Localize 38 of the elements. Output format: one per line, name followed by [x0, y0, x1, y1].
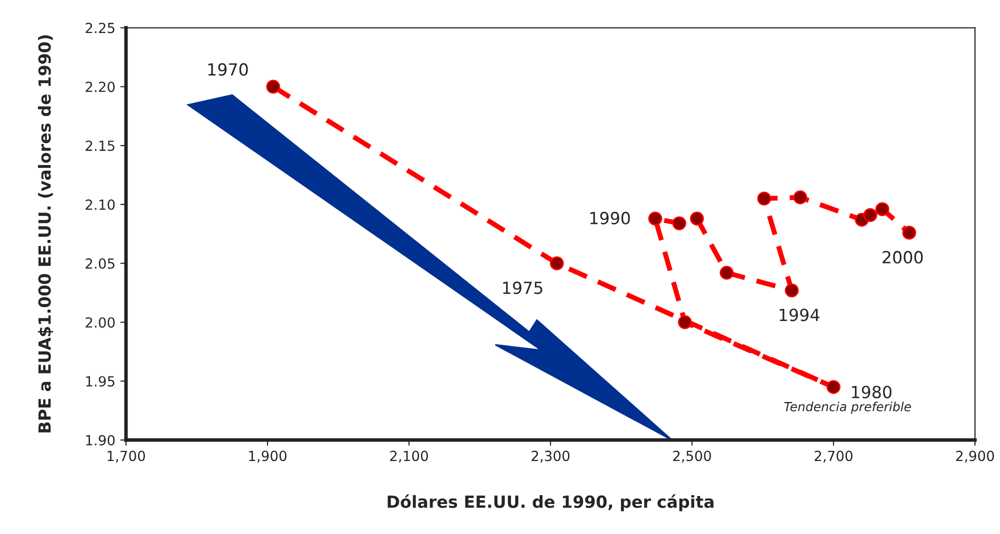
x-tick-label: 1,700 — [108, 450, 145, 463]
point — [902, 226, 916, 240]
point — [550, 256, 564, 270]
x-tick-label: 2,100 — [390, 450, 428, 463]
annotation: 1970 — [208, 63, 248, 76]
point — [793, 190, 808, 204]
y-tick-label: 1.90 — [86, 434, 115, 446]
y-tick-label: 2.10 — [86, 199, 115, 210]
point — [266, 80, 280, 94]
annotation: 1980 — [852, 386, 892, 398]
x-axis-title: Dólares EE.UU. de 1990, per cápita — [388, 494, 714, 512]
x-tick-label: 2,500 — [673, 450, 711, 463]
point — [720, 266, 734, 280]
y-tick-label: 2.25 — [86, 22, 114, 34]
y-tick-label: 1.95 — [86, 376, 114, 387]
x-tick-label: 2,900 — [956, 450, 994, 463]
x-tick-label: 2,300 — [532, 450, 570, 463]
point — [690, 212, 704, 226]
point — [757, 192, 772, 206]
point — [826, 380, 840, 394]
point — [863, 208, 878, 222]
annotation: 1990 — [590, 212, 630, 224]
annotation: Tendencia preferible — [784, 402, 911, 414]
y-tick-label: 2.00 — [86, 317, 115, 328]
annotation: 2000 — [882, 250, 923, 264]
y-tick-label: 2.05 — [86, 258, 114, 269]
y-tick-label: 2.20 — [86, 82, 115, 92]
y-axis-title: BPE a EUA$1.000 EE.UU. (valores de 1990) — [38, 35, 54, 432]
x-tick-label: 2,700 — [814, 450, 852, 463]
point — [784, 283, 799, 298]
annotation: 1994 — [780, 308, 820, 322]
y-tick-label: 2.15 — [86, 140, 114, 152]
point — [648, 212, 662, 226]
point — [678, 315, 692, 330]
point — [672, 216, 686, 230]
annotation: 1975 — [503, 282, 542, 294]
x-tick-label: 1,900 — [249, 450, 286, 463]
point — [875, 202, 890, 216]
